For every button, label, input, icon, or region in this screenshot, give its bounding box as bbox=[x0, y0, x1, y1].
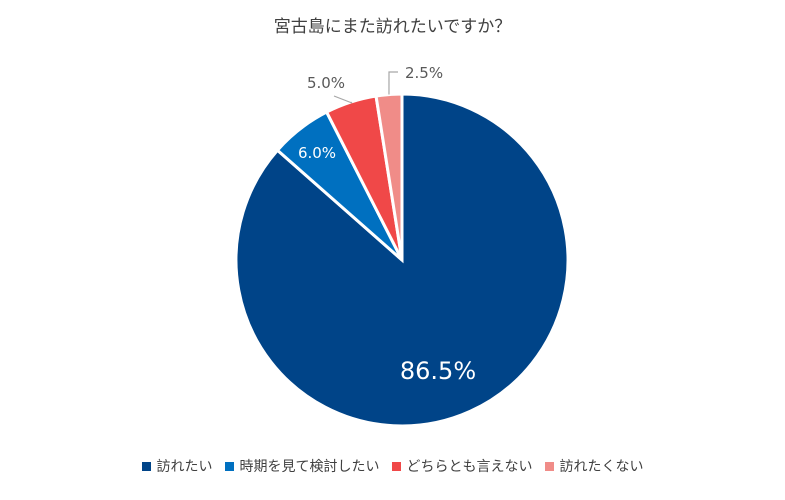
legend-label-no-visit: 訪れたくない bbox=[559, 459, 644, 475]
data-label-visit: 86.5% bbox=[400, 357, 476, 385]
legend-item-consider: 時期を見て検討したい bbox=[224, 456, 380, 476]
legend-swatch-visit bbox=[141, 461, 151, 471]
data-label-consider: 6.0% bbox=[298, 144, 336, 162]
legend-swatch-consider bbox=[224, 461, 234, 471]
legend-label-visit: 訪れたい bbox=[156, 459, 213, 475]
legend-item-visit: 訪れたい bbox=[141, 456, 213, 476]
legend-label-consider: 時期を見て検討したい bbox=[239, 459, 380, 475]
legend-item-no-visit: 訪れたくない bbox=[544, 456, 644, 476]
leader-line-neutral bbox=[333, 95, 353, 104]
legend-swatch-neutral bbox=[391, 461, 401, 471]
leader-line-no-visit bbox=[388, 71, 398, 95]
legend-item-neutral: どちらとも言えない bbox=[391, 456, 533, 476]
chart-title: 宮古島にまた訪れたいですか？ bbox=[273, 17, 512, 37]
data-label-no-visit: 2.5% bbox=[405, 64, 443, 82]
legend: 訪れたい 時期を見て検討したい どちらとも言えない 訪れたくない bbox=[0, 456, 785, 476]
data-label-neutral: 5.0% bbox=[307, 74, 345, 92]
legend-label-neutral: どちらとも言えない bbox=[406, 459, 533, 475]
legend-swatch-no-visit bbox=[544, 461, 554, 471]
